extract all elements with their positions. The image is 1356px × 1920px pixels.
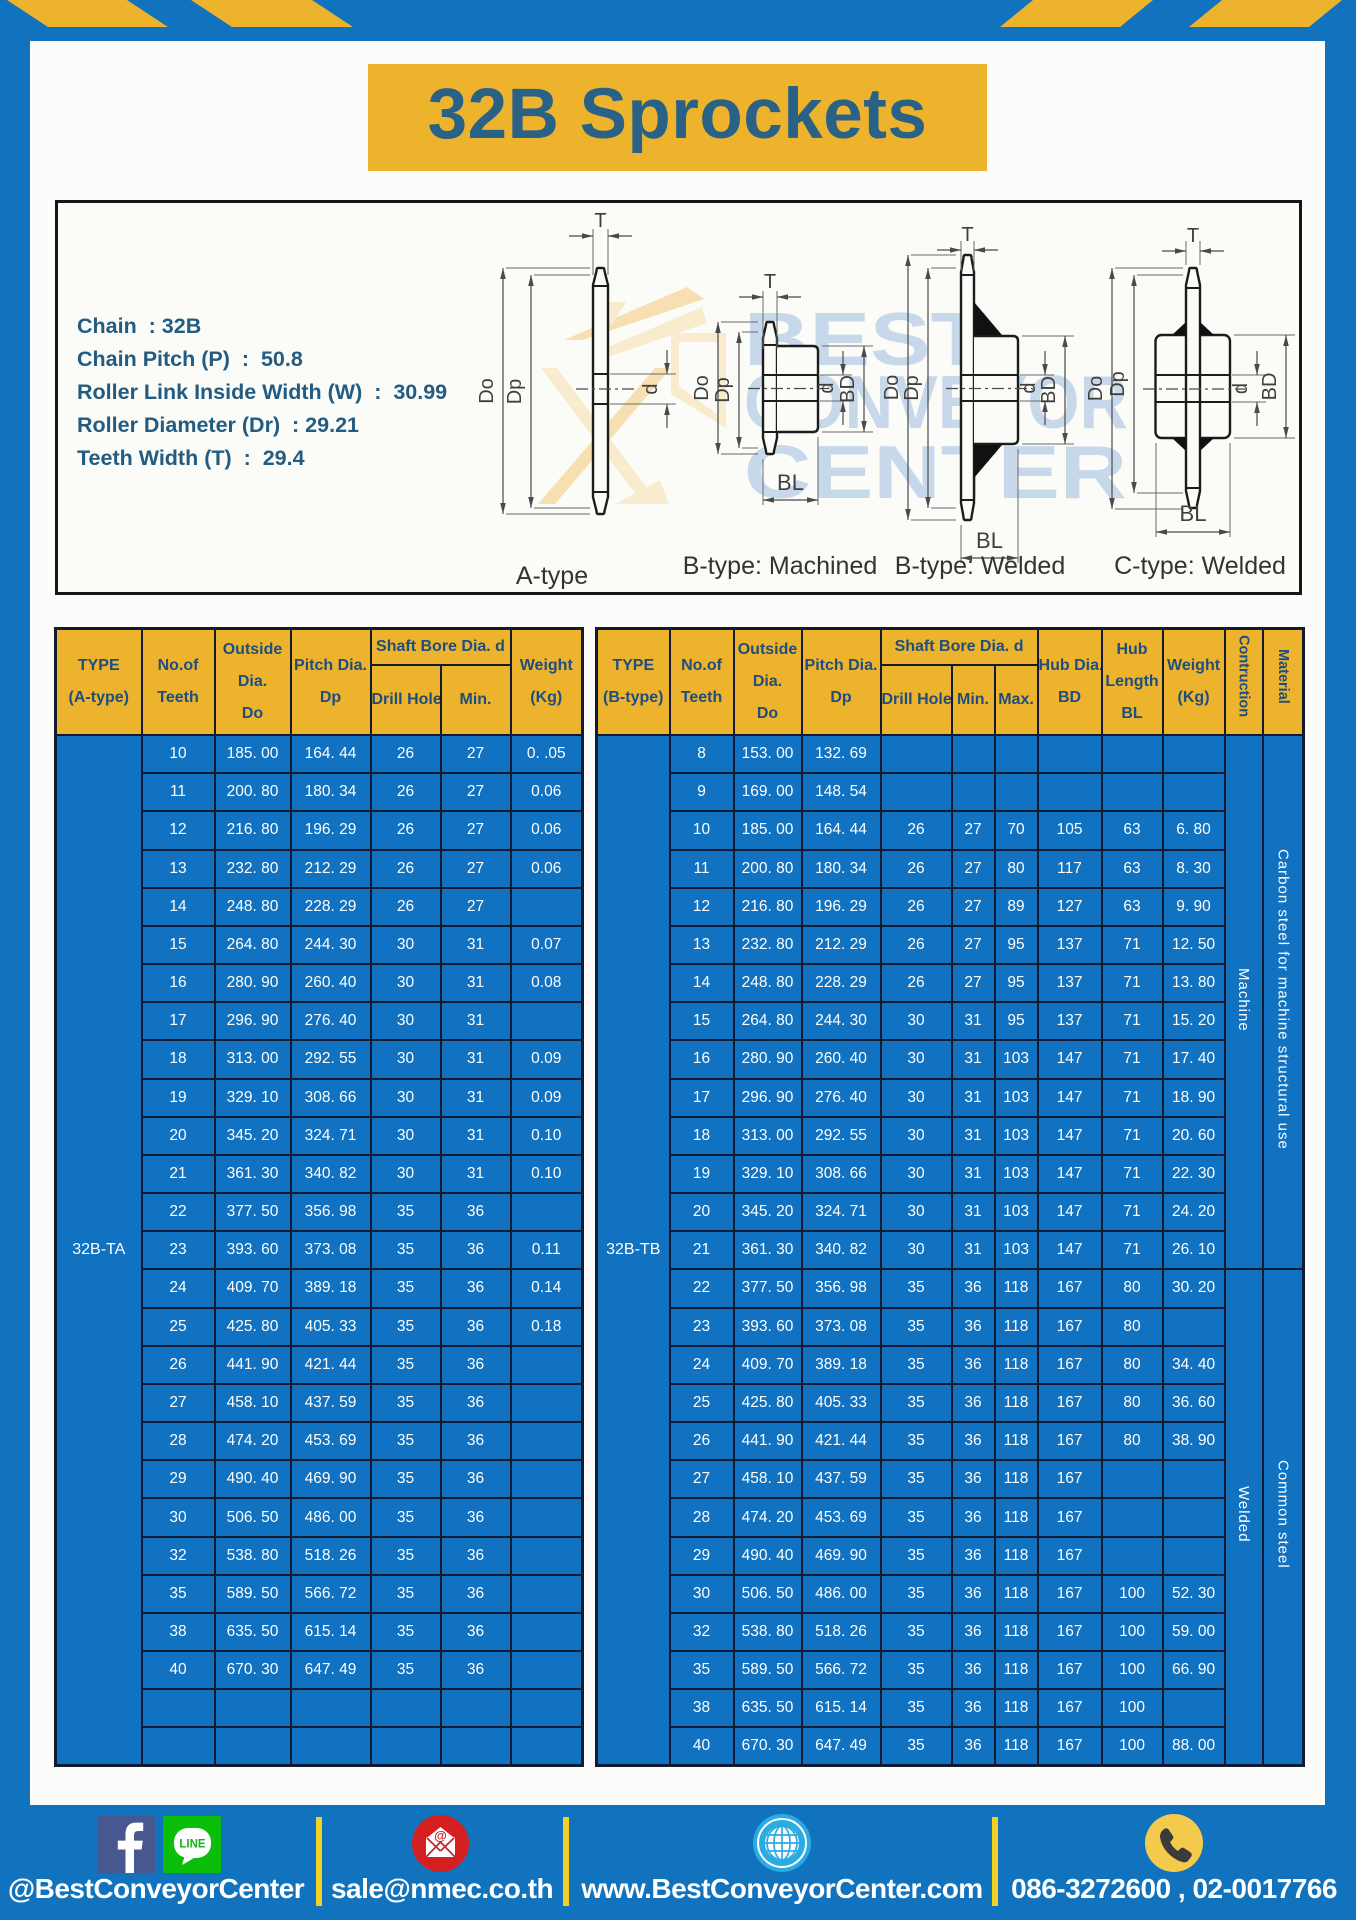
svg-text:BD: BD <box>1038 376 1060 404</box>
svg-text:T: T <box>1187 225 1199 247</box>
svg-text:T: T <box>594 210 606 232</box>
svg-text:C-type: Welded: C-type: Welded <box>1114 552 1286 580</box>
svg-text:B-type: Machined: B-type: Machined <box>683 552 878 580</box>
svg-text:LINE: LINE <box>179 1839 206 1851</box>
svg-text:Dp: Dp <box>1107 371 1129 397</box>
svg-text:Dp: Dp <box>712 377 734 403</box>
svg-text:BL: BL <box>976 528 1003 553</box>
svg-text:Do: Do <box>1085 376 1107 402</box>
svg-text:Dp: Dp <box>504 379 526 405</box>
svg-text:T: T <box>764 271 776 293</box>
svg-text:BL: BL <box>777 470 804 495</box>
svg-text:B-type: Welded: B-type: Welded <box>895 552 1065 580</box>
svg-text:BD: BD <box>837 375 859 403</box>
svg-text:BD: BD <box>1259 373 1281 401</box>
svg-text:Do: Do <box>476 378 498 404</box>
svg-text:Dp: Dp <box>901 375 923 401</box>
svg-text:A-type: A-type <box>516 562 588 590</box>
svg-text:Do: Do <box>881 375 903 401</box>
svg-text:BL: BL <box>1180 501 1207 526</box>
svg-text:T: T <box>961 224 973 246</box>
svg-text:d: d <box>816 382 838 393</box>
svg-text:d: d <box>640 383 662 394</box>
svg-text:d: d <box>1018 382 1040 393</box>
svg-text:d: d <box>1230 383 1252 394</box>
svg-text:@: @ <box>434 1828 447 1843</box>
svg-text:Do: Do <box>691 375 713 401</box>
